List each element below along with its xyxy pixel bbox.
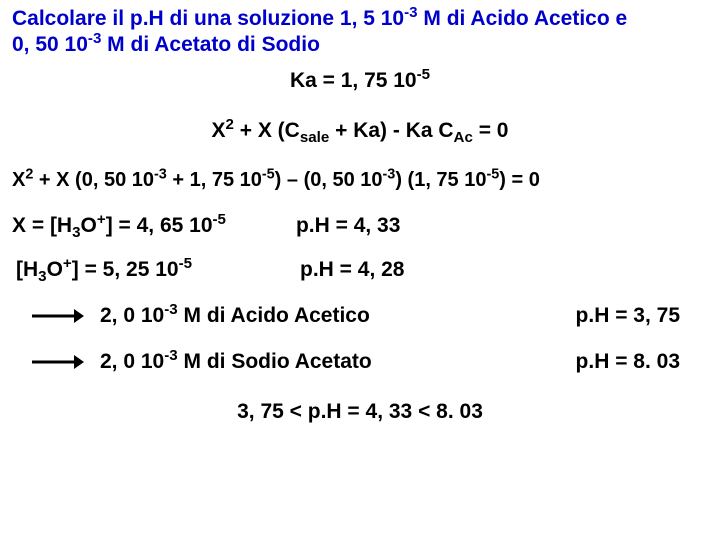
en-a: X: [12, 169, 25, 191]
en-e: ) (1, 75 10: [395, 169, 486, 191]
title-line2: 0, 50 10-3 M di Acetato di Sodio: [12, 33, 320, 56]
case-acetate-label: 2, 0 10-3 M di Sodio Acetato: [100, 350, 372, 374]
case-acid-row: 2, 0 10-3 M di Acido Acetico p.H = 3, 75: [12, 304, 708, 328]
t1exp: -3: [404, 4, 417, 21]
c2b: M di Sodio Acetato: [178, 350, 372, 373]
alt-h3o-row: [H3O+] = 5, 25 10-5 p.H = 4, 28: [12, 258, 708, 282]
hl-p: +: [63, 255, 72, 272]
eg-mid: + Ka) - Ka C: [329, 119, 453, 142]
en-f: ) = 0: [499, 169, 540, 191]
ph-433: p.H = 4, 33: [296, 214, 400, 238]
eg-x: X: [211, 119, 225, 142]
c1a: 2, 0 10: [100, 304, 164, 327]
hl-b: O: [47, 258, 63, 281]
c2e: -3: [164, 347, 177, 364]
ka-exp: -5: [417, 66, 430, 83]
en-b: + X (0, 50 10: [33, 169, 154, 191]
xl-p: +: [97, 211, 106, 228]
t2b: M di Acetato di Sodio: [101, 33, 320, 56]
x-equals: X = [H3O+] = 4, 65 10-5: [12, 214, 226, 238]
eg-plus: + X (C: [234, 119, 300, 142]
title-line1: Calcolare il p.H di una soluzione 1, 5 1…: [12, 7, 627, 30]
t2a: 0, 50 10: [12, 33, 88, 56]
quadratic-numeric: X2 + X (0, 50 10-3 + 1, 75 10-5) – (0, 5…: [12, 169, 708, 192]
ph-375: p.H = 3, 75: [576, 304, 680, 328]
xl-c: ] = 4, 65 10: [106, 214, 213, 237]
hl-c: ] = 5, 25 10: [72, 258, 179, 281]
en-d: ) – (0, 50 10: [275, 169, 383, 191]
xl-b: O: [81, 214, 97, 237]
t1a: Calcolare il p.H di una soluzione 1, 5 1…: [12, 7, 404, 30]
ka-pre: Ka = 1, 75 10: [290, 69, 417, 92]
case-acid-label: 2, 0 10-3 M di Acido Acetico: [100, 304, 370, 328]
quadratic-general: X2 + X (Csale + Ka) - Ka CAc = 0: [12, 119, 708, 143]
solution-x-row: X = [H3O+] = 4, 65 10-5 p.H = 4, 33: [12, 214, 708, 238]
en-e2: -5: [262, 166, 275, 182]
ph-428: p.H = 4, 28: [300, 258, 404, 282]
xl-3: 3: [72, 224, 80, 241]
c1e: -3: [164, 301, 177, 318]
hl-e: -5: [179, 255, 192, 272]
en-e1: -3: [154, 166, 167, 182]
eg-end: = 0: [473, 119, 509, 142]
h3o-equals: [H3O+] = 5, 25 10-5: [16, 258, 192, 282]
ph-803: p.H = 8. 03: [576, 350, 680, 374]
c2a: 2, 0 10: [100, 350, 164, 373]
final-inequality: 3, 75 < p.H = 4, 33 < 8. 03: [12, 400, 708, 424]
c1b: M di Acido Acetico: [178, 304, 370, 327]
arrow-right-icon: [30, 352, 84, 372]
en-c: + 1, 75 10: [167, 169, 262, 191]
case-acetate-row: 2, 0 10-3 M di Sodio Acetato p.H = 8. 03: [12, 350, 708, 374]
eg-sale: sale: [300, 129, 329, 146]
hl-3: 3: [38, 268, 46, 285]
hl-a: [H: [16, 258, 38, 281]
en-e4: -5: [486, 166, 499, 182]
slide: Calcolare il p.H di una soluzione 1, 5 1…: [0, 0, 720, 540]
eg-sq: 2: [226, 116, 234, 133]
t2exp: -3: [88, 30, 101, 47]
problem-title: Calcolare il p.H di una soluzione 1, 5 1…: [12, 6, 708, 59]
ka-constant: Ka = 1, 75 10-5: [12, 69, 708, 93]
t1b: M di Acido Acetico e: [418, 7, 628, 30]
xl-e: -5: [213, 211, 226, 228]
arrow-right-icon: [30, 306, 84, 326]
xl-a: X = [H: [12, 214, 72, 237]
en-e3: -3: [383, 166, 396, 182]
eg-ac: Ac: [454, 129, 473, 146]
